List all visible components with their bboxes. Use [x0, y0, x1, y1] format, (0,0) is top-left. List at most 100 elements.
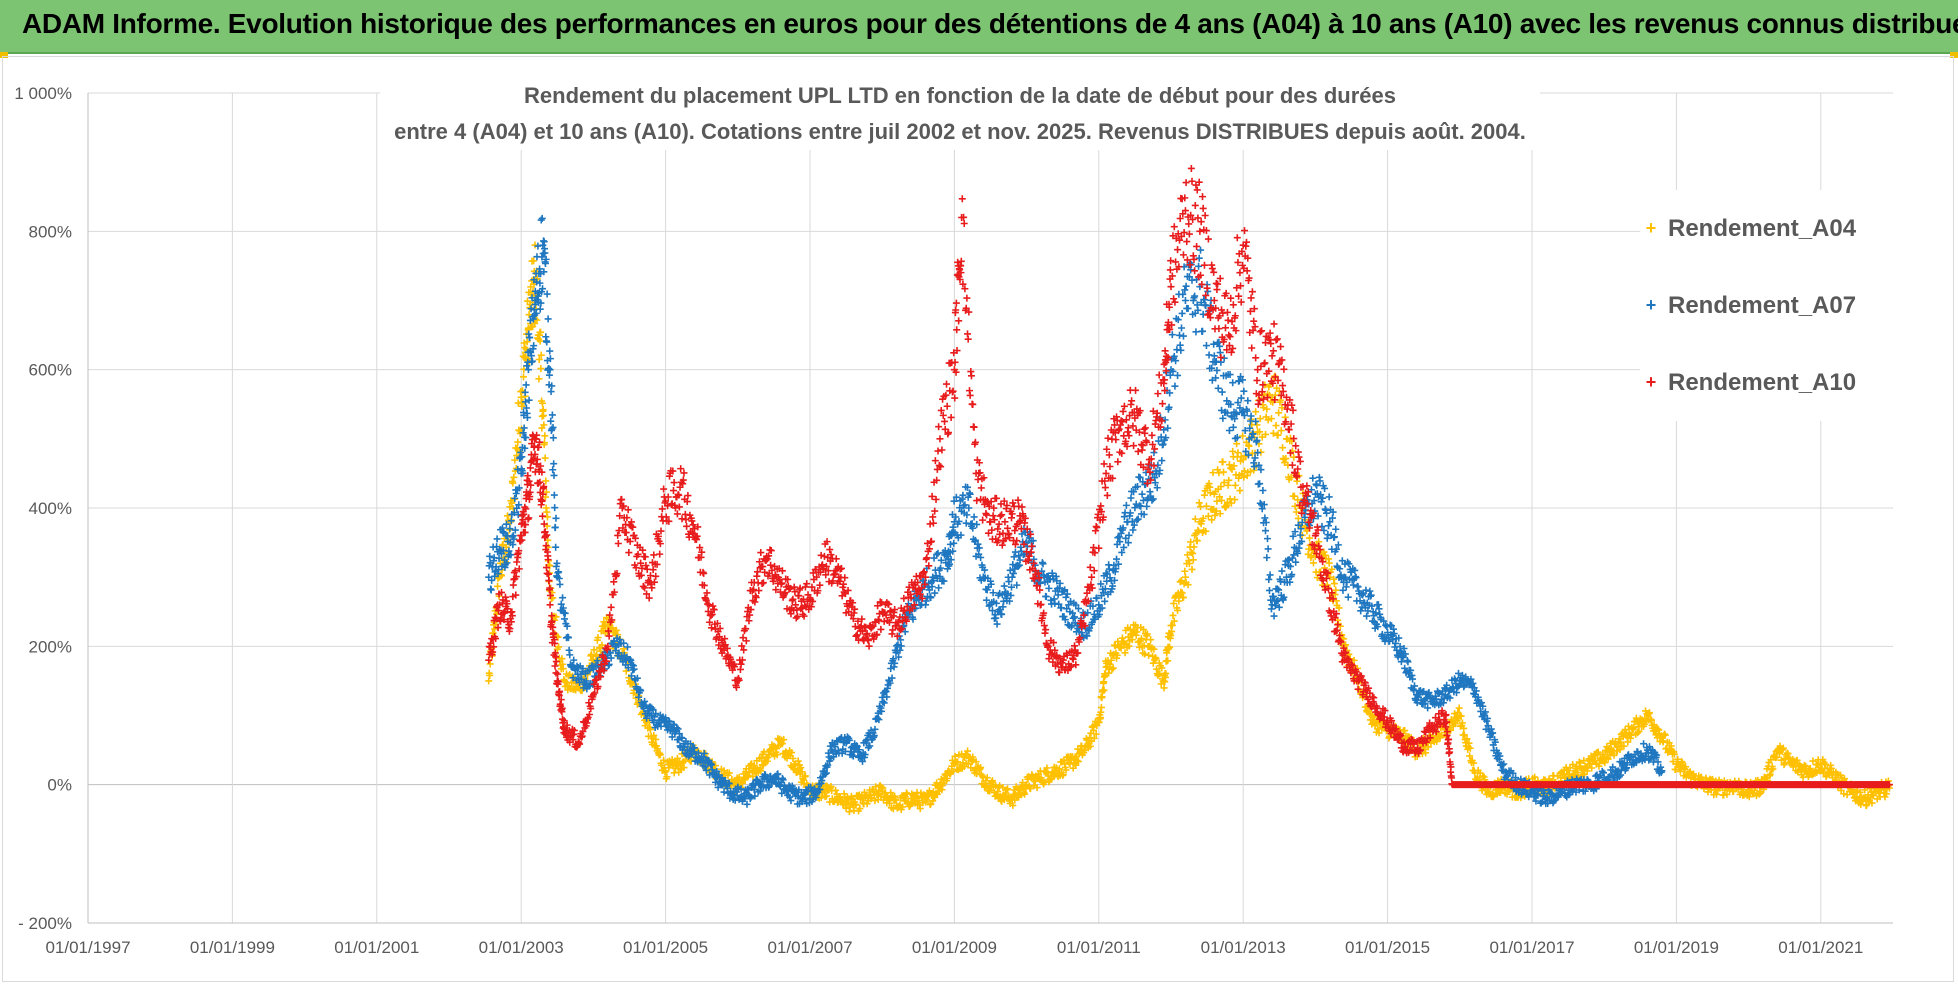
data-point — [1263, 535, 1271, 543]
data-point — [645, 732, 653, 740]
data-point — [523, 338, 531, 346]
data-point — [1229, 379, 1237, 387]
data-point — [1265, 575, 1273, 583]
data-point — [512, 444, 520, 452]
data-point — [929, 519, 937, 527]
data-point — [1062, 593, 1070, 601]
data-point — [946, 540, 954, 548]
data-point — [1262, 527, 1270, 535]
data-point — [530, 257, 538, 265]
data-point — [543, 338, 551, 346]
data-point — [556, 580, 564, 588]
banner-title: ADAM Informe. Evolution historique des p… — [22, 8, 1958, 39]
data-point — [1205, 351, 1213, 359]
data-point — [523, 297, 531, 305]
data-point — [1208, 516, 1216, 524]
data-point — [625, 549, 633, 557]
data-point — [614, 540, 622, 548]
data-point — [548, 425, 556, 433]
data-point — [841, 574, 849, 582]
data-point — [1191, 292, 1199, 300]
data-point — [935, 423, 943, 431]
data-point — [964, 335, 972, 343]
data-point — [943, 402, 951, 410]
data-point — [486, 671, 494, 679]
data-point — [1159, 440, 1167, 448]
data-point — [1267, 605, 1275, 613]
data-point — [794, 757, 802, 765]
data-point — [1195, 262, 1203, 270]
data-point — [842, 804, 850, 812]
data-point — [548, 411, 556, 419]
data-point — [878, 783, 886, 791]
data-point — [542, 488, 550, 496]
header-banner: ADAM Informe. Evolution historique des p… — [0, 0, 1958, 54]
data-point — [1189, 556, 1197, 564]
data-point — [550, 471, 558, 479]
data-point — [1330, 580, 1338, 588]
data-point — [778, 740, 786, 748]
data-point — [1330, 533, 1338, 541]
data-point — [551, 523, 559, 531]
data-point — [661, 768, 669, 776]
data-point — [539, 512, 547, 520]
data-point — [1210, 297, 1218, 304]
data-point — [1316, 477, 1324, 485]
data-point — [758, 580, 766, 588]
data-point — [494, 582, 502, 590]
data-point — [598, 641, 606, 649]
data-point — [892, 796, 900, 804]
data-point — [1189, 549, 1197, 557]
data-point — [650, 731, 658, 739]
data-point — [780, 736, 788, 744]
data-point — [622, 529, 630, 537]
data-point — [683, 522, 691, 530]
data-point — [1169, 611, 1177, 619]
data-point — [897, 642, 905, 650]
data-point — [546, 347, 554, 355]
data-point — [1455, 704, 1463, 712]
data-point — [594, 634, 602, 642]
data-point — [1344, 593, 1352, 601]
data-point — [1088, 573, 1096, 581]
data-point — [757, 767, 765, 775]
data-point — [559, 594, 567, 602]
data-point — [660, 756, 668, 764]
data-point — [970, 513, 978, 521]
data-point — [511, 456, 519, 464]
data-point — [677, 465, 685, 473]
data-point — [1290, 492, 1298, 500]
data-point — [675, 503, 683, 511]
data-point — [951, 394, 959, 402]
data-point — [545, 577, 553, 585]
data-point — [1266, 571, 1274, 579]
data-point — [1809, 757, 1817, 765]
data-point — [536, 305, 544, 313]
data-point — [1000, 582, 1008, 590]
data-point — [798, 768, 806, 776]
data-point — [1339, 586, 1347, 594]
data-point — [856, 805, 864, 813]
chart-frame — [2, 56, 1954, 982]
data-point — [767, 561, 775, 569]
data-point — [540, 412, 548, 420]
data-point — [1158, 457, 1166, 465]
data-point — [1240, 387, 1248, 395]
data-point — [541, 454, 549, 462]
data-point — [949, 387, 957, 395]
data-point — [1219, 458, 1227, 466]
data-point — [1196, 227, 1204, 235]
data-point — [538, 214, 546, 222]
data-point — [1138, 490, 1146, 498]
data-point — [853, 631, 861, 639]
data-point — [485, 677, 493, 685]
data-point — [955, 317, 963, 325]
data-point — [1042, 593, 1050, 601]
data-point — [852, 800, 860, 808]
data-point — [737, 660, 745, 668]
data-point — [487, 586, 495, 594]
data-point — [535, 375, 543, 383]
data-point — [486, 660, 494, 668]
data-point — [832, 786, 840, 794]
